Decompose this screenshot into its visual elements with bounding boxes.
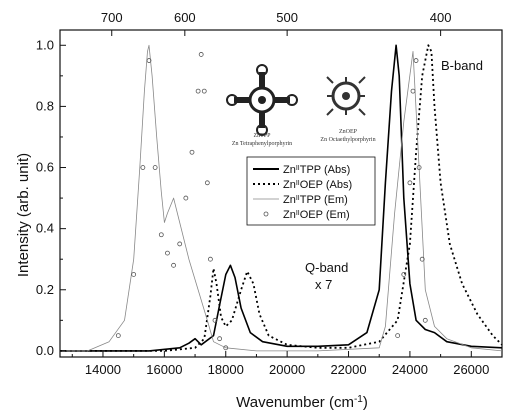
plot-frame [59,29,503,358]
x-tick-label: 16000 [146,362,182,377]
series-oep-em-point [413,58,419,63]
legend-label-tpp-em: ZnIITPP (Em) [283,194,348,206]
series-oep-em-point [395,333,401,339]
y-tick-label: 0.8 [36,98,54,113]
series-oep-em-point [208,256,213,262]
zntpp-name: ZnTPP [253,133,271,139]
series-oep-em-point [165,250,170,256]
series-oep-em-point [401,272,407,277]
series-oep-em-point [212,317,218,323]
x-tick-label: 20000 [269,362,305,377]
series-oep-em-point [419,256,425,262]
top-tick-label: 600 [174,10,196,25]
znoep-fullname: Zn Octaethylporphyrin [320,137,375,143]
molecule-znoep-structure-icon [326,76,366,116]
series-oep-em-point [198,52,204,57]
x-tick-label: 26000 [453,362,489,377]
series-oep-em-point [217,336,223,342]
x-tick-label: 14000 [85,362,121,377]
y-tick-label: 0.6 [36,160,54,175]
top-tick-label: 400 [430,10,452,25]
series-oep-em-point [171,262,176,268]
x-axis-title: Wavenumber (cm-1) [236,394,368,412]
x-tick-label: 18000 [208,362,244,377]
znoep-name: ZnOEP [339,129,358,135]
q-band-scale-label: x 7 [315,277,332,292]
series-oep-em-point [115,333,121,339]
legend-swatch-oep-em [263,211,269,217]
series-oep-em-point [177,241,183,247]
series-oep-em-point [422,317,428,323]
legend-label-oep-em: ZnIIOEP (Em) [283,209,350,221]
y-tick-label: 1.0 [36,37,54,52]
q-band-label: Q-band [305,260,348,275]
top-tick-label: 500 [276,10,298,25]
zntpp-fullname: Zn Tetraphenylporphyrin [232,141,292,147]
x-tick-label: 24000 [392,362,428,377]
y-axis-title: Intensity (arb. unit) [15,153,32,277]
legend-label-oep-abs: ZnIIOEP (Abs) [283,179,352,191]
series-line-1 [60,44,503,352]
series-oep-em-point [416,165,422,170]
series-oep-em-point [407,180,413,186]
y-tick-label: 0.4 [36,221,54,236]
series-line-0 [60,44,503,352]
series-oep-em-point [201,88,207,94]
series-oep-em-point [183,195,189,201]
series-oep-em-point [189,149,195,155]
series-oep-em-point [152,165,158,170]
y-tick-label: 0.2 [36,282,54,297]
axis-layer: 14000 16000 18000 20000 22000 24000 26000 0.0 0.… [36,10,489,377]
series-oep-em-point [131,272,137,277]
series-oep-em-point [204,180,210,186]
series-layer [60,44,503,352]
top-tick-label: 700 [101,10,123,25]
series-oep-em-point [158,232,164,238]
series-oep-em-point [195,88,201,94]
b-band-label: B-band [441,58,483,73]
series-oep-em-point [223,345,229,351]
molecule-zntpp-structure-icon [226,64,298,136]
legend: ZnIITPP (Abs) ZnIIOEP (Abs) ZnIITPP (Em)… [246,156,376,226]
x-tick-label: 22000 [330,362,366,377]
legend-label-tpp-abs: ZnIITPP (Abs) [283,164,350,176]
series-oep-em-point [140,165,146,170]
series-oep-em-point [146,58,152,63]
y-tick-label: 0.0 [36,343,54,358]
series-oep-em-point [410,88,416,94]
